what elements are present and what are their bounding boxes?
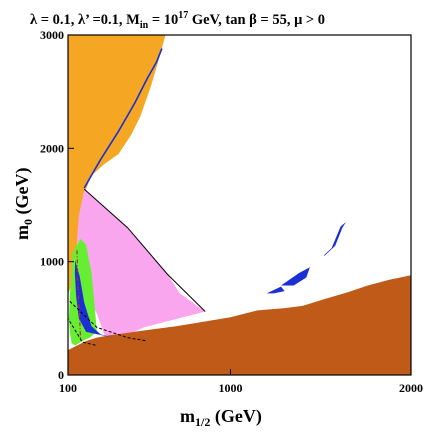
chart-title-main: λ = 0.1, λ’ =0.1, M <box>30 12 140 28</box>
chart-title: λ = 0.1, λ’ =0.1, Min = 1017 GeV, tan β … <box>30 10 325 31</box>
y-tick-label-0: 0 <box>58 368 64 382</box>
x-tick-label-0: 100 <box>59 381 77 395</box>
x-tick-label-2: 2000 <box>399 381 423 395</box>
y-axis-label-main: m <box>12 225 32 240</box>
y-axis-label-sub: 0 <box>21 219 35 225</box>
black-contour-0 <box>83 188 206 312</box>
y-tick-label-1: 1000 <box>40 255 64 269</box>
relic-island-2 <box>266 286 285 294</box>
y-axis-label: m0 (GeV) <box>12 168 35 240</box>
black-contour-1 <box>69 300 148 342</box>
brown-region <box>68 275 411 375</box>
chart-title-rest: = 10 <box>148 12 178 28</box>
axis-ticks: 100 1000 2000 0 1000 2000 3000 <box>40 28 423 395</box>
plot-area <box>68 35 411 375</box>
orange-region <box>68 35 166 294</box>
plot-frame <box>67 34 412 376</box>
x-axis-label-sub: 1/2 <box>195 415 210 429</box>
x-tick-label-1: 1000 <box>218 381 242 395</box>
pink-region <box>77 189 206 339</box>
y-tick-label-2: 2000 <box>40 141 64 155</box>
x-axis-label-unit: (GeV) <box>210 406 261 427</box>
chart-title-sup: 17 <box>178 10 188 21</box>
relic-diagonal <box>83 48 163 189</box>
relic-island-0 <box>324 222 346 256</box>
chart-title-sub: in <box>140 20 149 31</box>
black-contour-2 <box>68 317 98 346</box>
relic-band <box>74 260 114 338</box>
x-axis-label-main: m <box>180 406 195 426</box>
y-axis-label-unit: (GeV) <box>12 168 33 219</box>
chart-title-tail: GeV, tan β = 55, μ > 0 <box>188 12 325 28</box>
relic-island-1 <box>281 267 310 286</box>
red-dashdot-contour <box>76 250 82 342</box>
x-axis-label: m1/2 (GeV) <box>180 406 262 429</box>
y-tick-label-3: 3000 <box>40 28 64 42</box>
